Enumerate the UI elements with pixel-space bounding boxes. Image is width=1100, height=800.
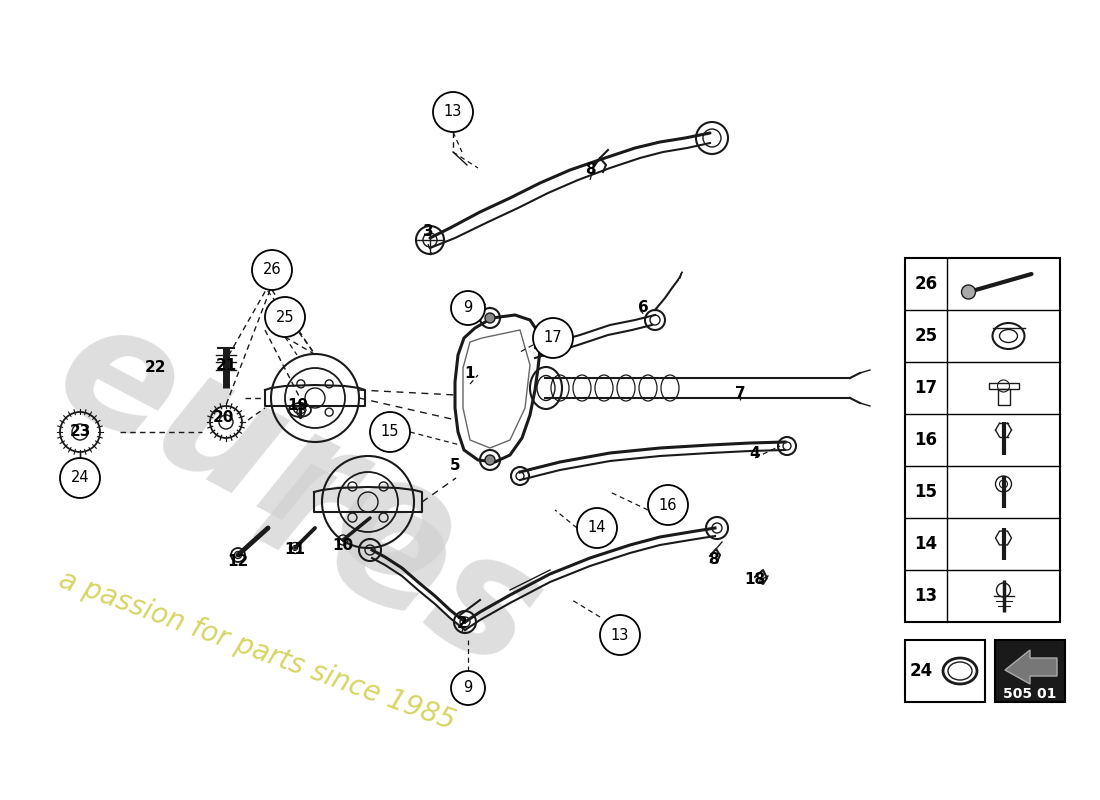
Text: 25: 25 <box>276 310 295 325</box>
Text: 24: 24 <box>70 470 89 486</box>
Text: 1: 1 <box>464 366 475 381</box>
Text: 11: 11 <box>285 542 306 558</box>
Text: a passion for parts since 1985: a passion for parts since 1985 <box>55 566 459 736</box>
Circle shape <box>252 250 292 290</box>
Text: 505 01: 505 01 <box>1003 687 1057 701</box>
Text: 16: 16 <box>659 498 678 513</box>
Text: 26: 26 <box>914 275 937 293</box>
Bar <box>905 258 1060 622</box>
Text: 25: 25 <box>914 327 937 345</box>
Text: 13: 13 <box>443 105 462 119</box>
Circle shape <box>464 305 472 311</box>
Text: 4: 4 <box>750 446 760 461</box>
Text: 8: 8 <box>707 553 718 567</box>
Text: 18: 18 <box>745 573 766 587</box>
Text: 3: 3 <box>422 225 433 239</box>
Circle shape <box>451 291 485 325</box>
Bar <box>905 640 984 702</box>
Circle shape <box>485 313 495 323</box>
Text: 16: 16 <box>914 431 937 449</box>
Polygon shape <box>1005 650 1057 684</box>
Circle shape <box>464 685 472 691</box>
Text: 17: 17 <box>543 330 562 346</box>
Text: 19: 19 <box>287 398 309 413</box>
Text: 15: 15 <box>914 483 937 501</box>
Text: 8: 8 <box>585 162 595 178</box>
Text: 2: 2 <box>456 615 468 630</box>
Text: 23: 23 <box>69 425 90 439</box>
Circle shape <box>534 318 573 358</box>
Text: 26: 26 <box>263 262 282 278</box>
Text: 12: 12 <box>228 554 249 570</box>
Text: 9: 9 <box>463 681 473 695</box>
Circle shape <box>600 615 640 655</box>
Circle shape <box>265 297 305 337</box>
Text: 22: 22 <box>145 359 167 374</box>
Circle shape <box>578 508 617 548</box>
Text: res: res <box>230 423 566 705</box>
Text: 24: 24 <box>910 662 933 680</box>
Bar <box>998 389 1010 405</box>
Text: 20: 20 <box>212 410 233 426</box>
Text: 5: 5 <box>450 458 460 473</box>
Text: 7: 7 <box>735 386 746 401</box>
Text: euro: euro <box>30 285 485 630</box>
Text: 6: 6 <box>638 299 648 314</box>
Text: 15: 15 <box>381 425 399 439</box>
Text: 17: 17 <box>914 379 937 397</box>
Circle shape <box>451 671 485 705</box>
Circle shape <box>370 412 410 452</box>
Circle shape <box>60 458 100 498</box>
Text: 10: 10 <box>332 538 353 553</box>
Text: 21: 21 <box>216 358 236 373</box>
Circle shape <box>485 455 495 465</box>
Circle shape <box>433 92 473 132</box>
Text: 13: 13 <box>914 587 937 605</box>
Text: 9: 9 <box>463 301 473 315</box>
Text: 14: 14 <box>587 521 606 535</box>
Bar <box>989 383 1019 389</box>
Text: 13: 13 <box>610 627 629 642</box>
Circle shape <box>961 285 976 299</box>
Text: 14: 14 <box>914 535 937 553</box>
Bar <box>996 640 1065 702</box>
Circle shape <box>648 485 688 525</box>
